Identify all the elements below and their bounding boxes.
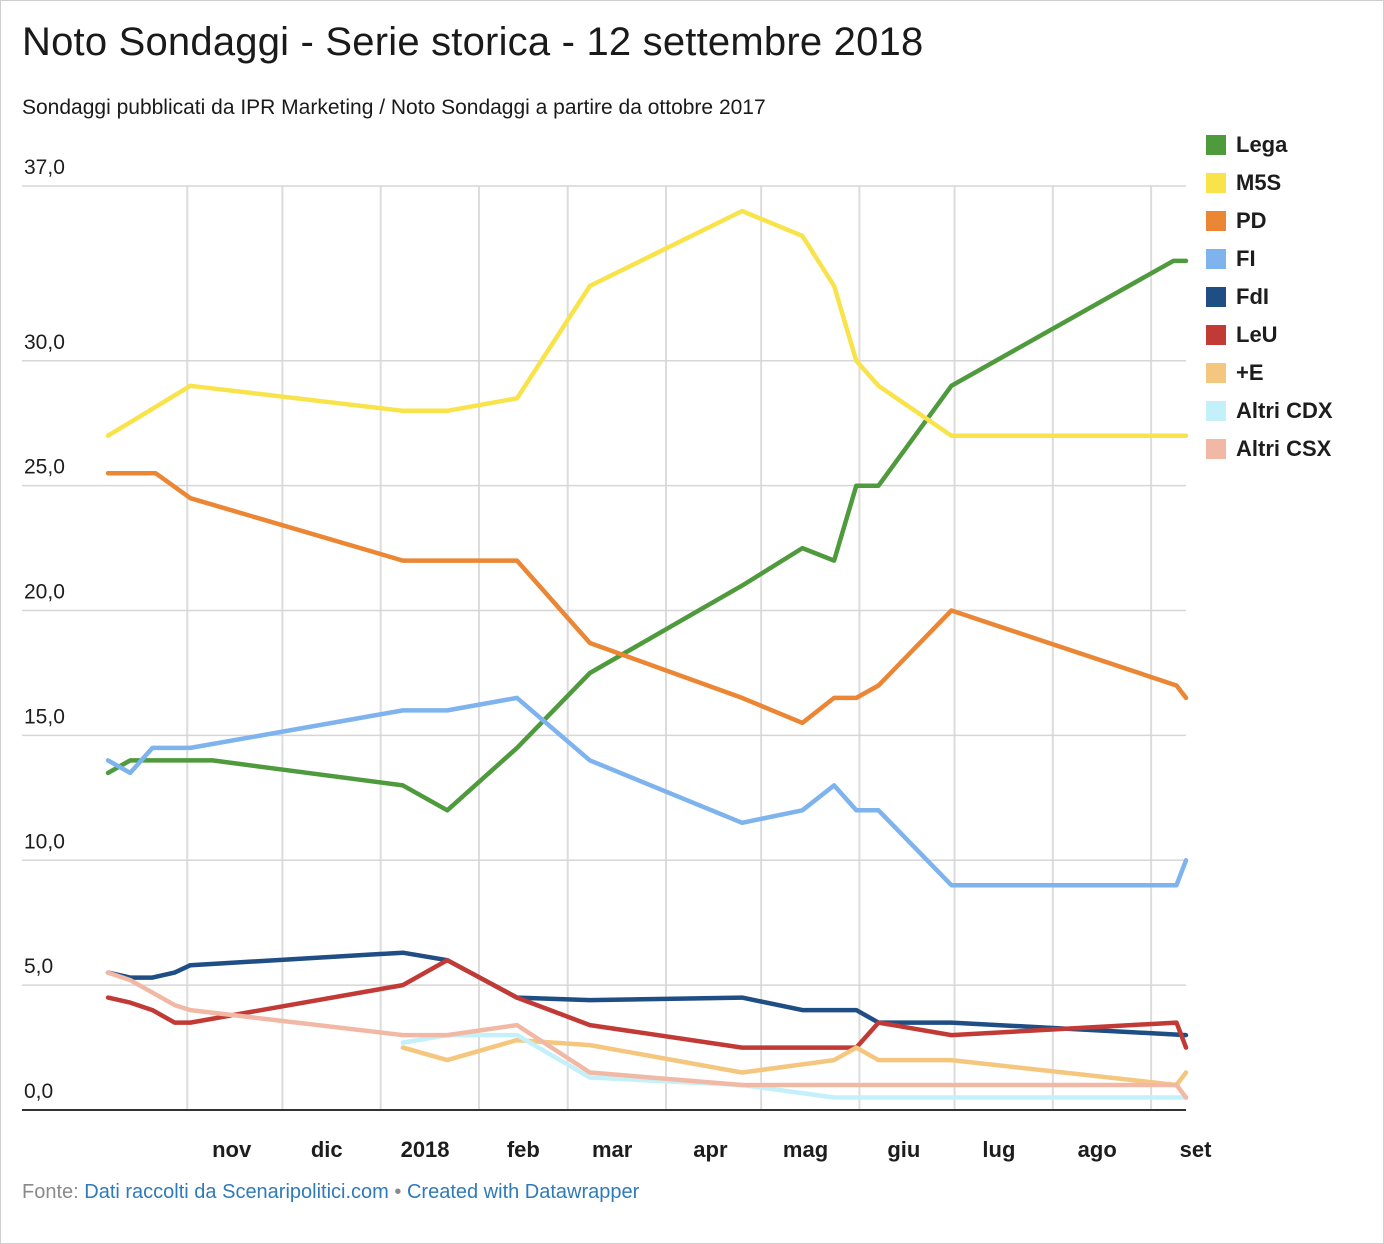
legend-label: Altri CDX — [1236, 398, 1333, 423]
legend-label: +E — [1236, 360, 1264, 385]
x-tick-label: nov — [212, 1137, 252, 1162]
series-line-pd — [105, 470, 1189, 726]
y-tick-label: 10,0 — [24, 830, 65, 853]
legend-item-fdi: FdI — [1206, 278, 1333, 316]
series-fdi — [105, 950, 1189, 1038]
vertical-gridlines — [186, 186, 1153, 1110]
y-tick-label: 20,0 — [24, 581, 65, 604]
legend-item-m5s: M5S — [1206, 164, 1333, 202]
legend: Lega M5S PD FI FdI LeU +E Altri CDX Altri CSX — [1206, 126, 1333, 468]
footer-prefix: Fonte: — [22, 1181, 79, 1203]
series-pd — [105, 470, 1189, 726]
chart-title: Noto Sondaggi - Serie storica - 12 sette… — [22, 20, 924, 64]
series-line-fi — [105, 695, 1189, 888]
series-line-m5s — [105, 208, 1189, 438]
legend-item-e: +E — [1206, 354, 1333, 392]
legend-swatch — [1206, 439, 1226, 459]
legend-label: PD — [1236, 208, 1267, 233]
legend-label: Lega — [1236, 132, 1288, 157]
x-tick-label: ago — [1078, 1137, 1117, 1162]
series-lines — [105, 208, 1189, 1100]
legend-swatch — [1206, 287, 1226, 307]
y-tick-label: 37,0 — [24, 156, 65, 179]
legend-item-fi: FI — [1206, 240, 1333, 278]
footer-separator: • — [394, 1181, 402, 1203]
y-tick-label: 25,0 — [24, 456, 65, 479]
legend-item-lega: Lega — [1206, 126, 1333, 164]
x-tick-label: feb — [507, 1137, 540, 1162]
series-leu — [105, 957, 1189, 1050]
chart-subtitle: Sondaggi pubblicati da IPR Marketing / N… — [22, 96, 766, 119]
y-axis-tick-labels: 0,0 5,0 10,0 15,0 20,0 25,0 30,0 37,0 — [24, 156, 65, 1103]
series-line-lega — [105, 258, 1189, 813]
x-tick-label: apr — [693, 1137, 728, 1162]
series-line-leu — [105, 957, 1189, 1050]
series-fi — [105, 695, 1189, 888]
y-tick-label: 0,0 — [24, 1080, 53, 1103]
horizontal-gridlines — [22, 185, 1186, 1111]
legend-label: Altri CSX — [1236, 436, 1332, 461]
legend-label: FI — [1236, 246, 1256, 271]
y-tick-label: 15,0 — [24, 705, 65, 728]
legend-swatch — [1206, 363, 1226, 383]
legend-swatch — [1206, 249, 1226, 269]
legend-item-pd: PD — [1206, 202, 1333, 240]
legend-label: M5S — [1236, 170, 1282, 195]
legend-swatch — [1206, 211, 1226, 231]
x-tick-label: mar — [592, 1137, 633, 1162]
legend-swatch — [1206, 173, 1226, 193]
series-line-e — [400, 1037, 1189, 1088]
y-tick-label: 30,0 — [24, 331, 65, 354]
legend-label: FdI — [1236, 284, 1269, 309]
y-tick-label: 5,0 — [24, 955, 53, 978]
series-e — [400, 1037, 1189, 1088]
series-line-altri-csx — [105, 970, 1189, 1100]
x-tick-label: giu — [887, 1137, 920, 1162]
legend-swatch — [1206, 325, 1226, 345]
x-tick-label: lug — [982, 1137, 1015, 1162]
series-m5s — [105, 208, 1189, 438]
datawrapper-credit-link[interactable]: Created with Datawrapper — [406, 1181, 640, 1203]
series-lega — [105, 258, 1189, 813]
legend-label: LeU — [1236, 322, 1278, 347]
series-line-fdi — [105, 950, 1189, 1038]
legend-item-leu: LeU — [1206, 316, 1333, 354]
footer: Fonte: Dati raccolti da Scenaripolitici.… — [22, 1181, 639, 1204]
legend-item-altri-cdx: Altri CDX — [1206, 392, 1333, 430]
legend-swatch — [1206, 135, 1226, 155]
legend-swatch — [1206, 401, 1226, 421]
source-link[interactable]: Dati raccolti da Scenaripolitici.com — [84, 1181, 389, 1203]
x-tick-label: dic — [311, 1137, 343, 1162]
x-axis-tick-labels: nov dic 2018 feb mar apr mag giu lug ago set — [212, 1137, 1212, 1162]
x-tick-label: 2018 — [401, 1137, 450, 1162]
x-tick-label: set — [1180, 1137, 1212, 1162]
x-tick-label: mag — [783, 1137, 828, 1162]
legend-item-altri-csx: Altri CSX — [1206, 430, 1333, 468]
series-altri-csx — [105, 970, 1189, 1100]
